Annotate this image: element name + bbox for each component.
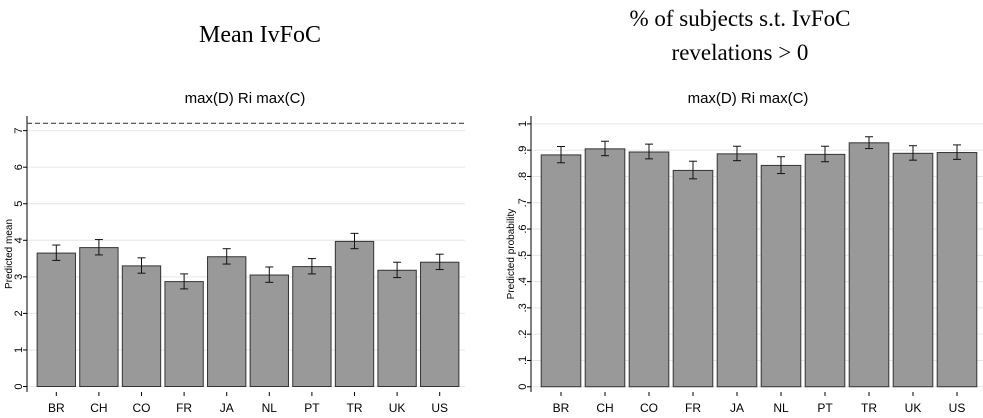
bar-pt xyxy=(292,266,332,388)
x-tick-label: CH xyxy=(90,401,107,415)
bar-co xyxy=(121,265,162,388)
x-tick-label: CO xyxy=(133,401,151,415)
bar-nl xyxy=(760,164,802,388)
bar-ch xyxy=(584,148,626,388)
bar-fr xyxy=(164,281,204,388)
y-tick-label: .7 xyxy=(517,198,529,207)
bar-ch xyxy=(79,247,119,388)
y-tick-label: .3 xyxy=(517,303,529,312)
x-tick-label: FR xyxy=(685,401,701,415)
y-tick-label: .5 xyxy=(517,251,529,260)
x-tick-label: NL xyxy=(773,401,789,415)
bar-us xyxy=(936,152,978,388)
x-tick-label: BR xyxy=(48,401,65,415)
x-tick-label: CO xyxy=(640,401,658,415)
y-tick-label: 1 xyxy=(517,121,529,127)
bar-br xyxy=(36,252,76,388)
x-tick-label: PT xyxy=(304,401,320,415)
y-tick-label: .1 xyxy=(517,356,529,365)
x-tick-label: PT xyxy=(817,401,833,415)
x-tick-label: JA xyxy=(730,401,744,415)
x-tick-label: FR xyxy=(176,401,192,415)
bar-pt xyxy=(804,153,846,388)
x-tick-label: US xyxy=(949,401,966,415)
y-tick-label: 1 xyxy=(13,347,25,353)
y-tick-label: 0 xyxy=(13,383,25,389)
y-axis-label: Predicted mean xyxy=(4,219,15,289)
y-tick-label: 2 xyxy=(13,310,25,316)
bar-ja xyxy=(207,256,247,388)
y-tick-label: .2 xyxy=(517,330,529,339)
right-heading-line-1: % of subjects s.t. IvFoC xyxy=(629,6,851,31)
x-tick-label: TR xyxy=(347,401,363,415)
bar-ja xyxy=(716,153,758,388)
chart-title: max(D) Ri max(C) xyxy=(185,90,306,107)
bar-co xyxy=(628,151,670,388)
y-tick-label: 3 xyxy=(13,274,25,280)
bar-uk xyxy=(892,152,934,388)
chart-panel-1: max(D) Ri max(C) 0 1 2 3 4 5 6 7 Predicted mean BR… xyxy=(4,90,465,415)
x-tick-label: NL xyxy=(262,401,278,415)
chart-title: max(D) Ri max(C) xyxy=(688,90,809,107)
y-tick-label: .8 xyxy=(517,172,529,181)
x-tick-label: TR xyxy=(861,401,877,415)
x-tick-label: JA xyxy=(220,401,234,415)
left-panel-heading: Mean IvFoC xyxy=(199,22,321,48)
y-tick-label: .6 xyxy=(517,224,529,233)
right-panel-heading: % of subjects s.t. IvFoC revelations > 0 xyxy=(540,2,940,70)
bar-nl xyxy=(249,274,289,388)
y-tick-label: 7 xyxy=(13,128,25,134)
right-heading-line-2: revelations > 0 xyxy=(671,40,809,65)
x-tick-label: BR xyxy=(553,401,570,415)
x-tick-label: UK xyxy=(389,401,406,415)
y-tick-label: 4 xyxy=(13,237,25,243)
y-tick-label: 0 xyxy=(517,384,529,390)
bar-tr xyxy=(334,240,375,388)
y-tick-label: 5 xyxy=(13,201,25,207)
bar-uk xyxy=(377,269,417,388)
y-tick-label: .9 xyxy=(517,146,529,155)
y-tick-label: 6 xyxy=(13,164,25,170)
y-axis-label: Predicted probability xyxy=(506,209,517,300)
x-tick-label: UK xyxy=(905,401,922,415)
bar-fr xyxy=(672,169,714,388)
x-tick-label: CH xyxy=(596,401,613,415)
bar-br xyxy=(540,154,582,388)
chart-panel-2: max(D) Ri max(C) 0 .1 .2 .3 .4 .5 .6 .7 .8 .9 1 Pred… xyxy=(506,90,983,415)
bar-tr xyxy=(848,142,890,388)
bar-us xyxy=(420,261,460,388)
y-tick-label: .4 xyxy=(517,277,529,286)
x-tick-label: US xyxy=(431,401,448,415)
